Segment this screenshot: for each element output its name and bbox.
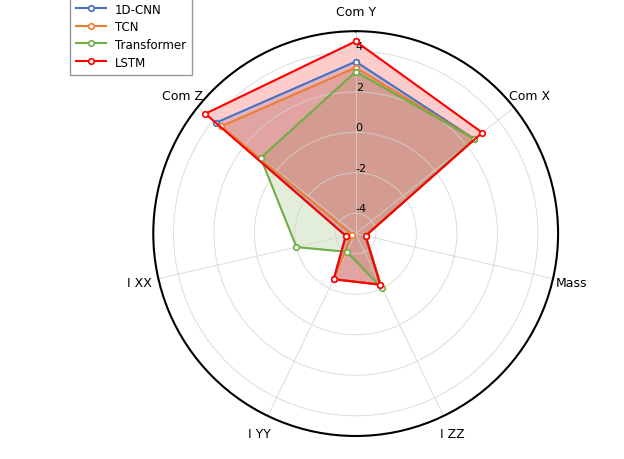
1D-CNN bbox=[213, 121, 220, 126]
Transformer bbox=[352, 70, 359, 75]
Polygon shape bbox=[205, 42, 482, 285]
LSTM bbox=[342, 234, 349, 239]
LSTM bbox=[352, 39, 359, 45]
Line: LSTM: LSTM bbox=[203, 39, 485, 288]
1D-CNN bbox=[470, 137, 478, 142]
Transformer bbox=[257, 156, 265, 161]
Transformer bbox=[378, 286, 386, 291]
LSTM bbox=[330, 277, 338, 282]
Transformer bbox=[343, 250, 351, 255]
Polygon shape bbox=[221, 68, 474, 285]
1D-CNN bbox=[330, 277, 338, 282]
TCN bbox=[348, 232, 356, 238]
LSTM bbox=[202, 112, 209, 117]
Polygon shape bbox=[217, 62, 474, 285]
TCN bbox=[376, 282, 384, 288]
LSTM bbox=[376, 282, 384, 288]
Line: 1D-CNN: 1D-CNN bbox=[213, 60, 477, 288]
1D-CNN bbox=[352, 60, 359, 65]
LSTM bbox=[362, 234, 369, 239]
1D-CNN bbox=[362, 234, 369, 239]
TCN bbox=[217, 124, 225, 130]
1D-CNN bbox=[376, 282, 384, 288]
Line: TCN: TCN bbox=[218, 66, 477, 288]
TCN bbox=[470, 137, 478, 142]
TCN bbox=[352, 66, 359, 71]
LSTM bbox=[352, 39, 359, 45]
TCN bbox=[330, 277, 338, 282]
Transformer bbox=[362, 234, 369, 239]
1D-CNN bbox=[342, 234, 349, 239]
Transformer bbox=[293, 245, 300, 250]
Transformer bbox=[470, 137, 478, 142]
Legend: 1D-CNN, TCN, Transformer, LSTM: 1D-CNN, TCN, Transformer, LSTM bbox=[70, 0, 192, 75]
TCN bbox=[352, 66, 359, 71]
LSTM bbox=[479, 131, 486, 136]
Transformer bbox=[352, 70, 359, 75]
TCN bbox=[362, 234, 369, 239]
Line: Transformer: Transformer bbox=[258, 70, 477, 291]
Polygon shape bbox=[261, 73, 474, 289]
1D-CNN bbox=[352, 60, 359, 65]
